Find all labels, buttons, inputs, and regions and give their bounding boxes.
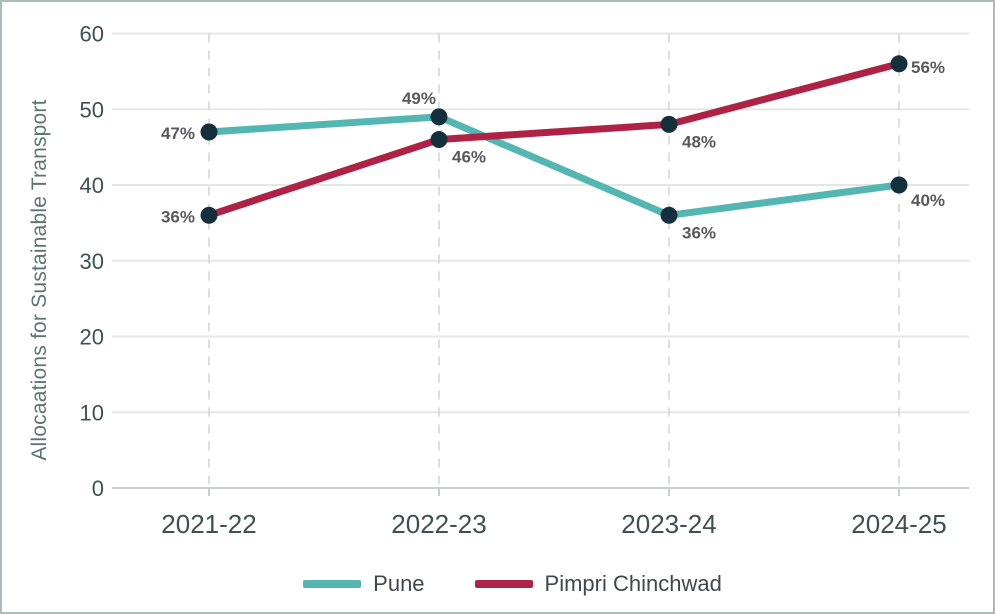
data-point-marker <box>200 123 218 141</box>
data-point-label: 36% <box>161 207 195 226</box>
data-point-label: 40% <box>911 191 945 210</box>
y-axis-title: Allocaations for Sustainable Transport <box>28 99 51 461</box>
x-tick-label: 2023-24 <box>621 509 716 539</box>
legend-label-pune: Pune <box>373 571 425 596</box>
y-tick-label: 50 <box>80 97 104 122</box>
data-point-marker <box>890 176 908 194</box>
x-tick-label: 2024-25 <box>851 509 946 539</box>
data-point-label: 48% <box>682 132 716 151</box>
x-tick-label: 2022-23 <box>391 509 486 539</box>
series-line-pimpri-chinchwad <box>205 60 903 219</box>
data-point-marker <box>430 108 448 126</box>
legend-item-pune: Pune <box>303 571 425 597</box>
data-point-marker <box>200 206 218 224</box>
data-point-marker <box>890 55 908 73</box>
data-point-label: 47% <box>161 124 195 143</box>
data-point-label: 36% <box>682 223 716 242</box>
legend: Pune Pimpri Chinchwad <box>17 568 993 600</box>
y-tick-label: 30 <box>80 249 104 274</box>
y-tick-label: 20 <box>80 325 104 350</box>
data-point-marker <box>660 115 678 133</box>
data-point-label: 56% <box>911 58 945 77</box>
legend-label-pimpri-chinchwad: Pimpri Chinchwad <box>544 571 722 596</box>
data-point-label: 49% <box>402 89 436 108</box>
data-point-label: 46% <box>452 148 486 167</box>
series-line-pune <box>205 113 903 219</box>
x-tick-label: 2021-22 <box>161 509 256 539</box>
data-point-marker <box>430 131 448 149</box>
y-tick-label: 60 <box>80 22 104 47</box>
legend-swatch-pune <box>303 580 362 588</box>
y-tick-label: 0 <box>92 476 104 501</box>
y-tick-label: 40 <box>80 173 104 198</box>
legend-item-pimpri-chinchwad: Pimpri Chinchwad <box>474 571 722 597</box>
y-tick-label: 10 <box>80 400 104 425</box>
legend-swatch-pimpri-chinchwad <box>474 580 533 588</box>
data-point-marker <box>660 206 678 224</box>
